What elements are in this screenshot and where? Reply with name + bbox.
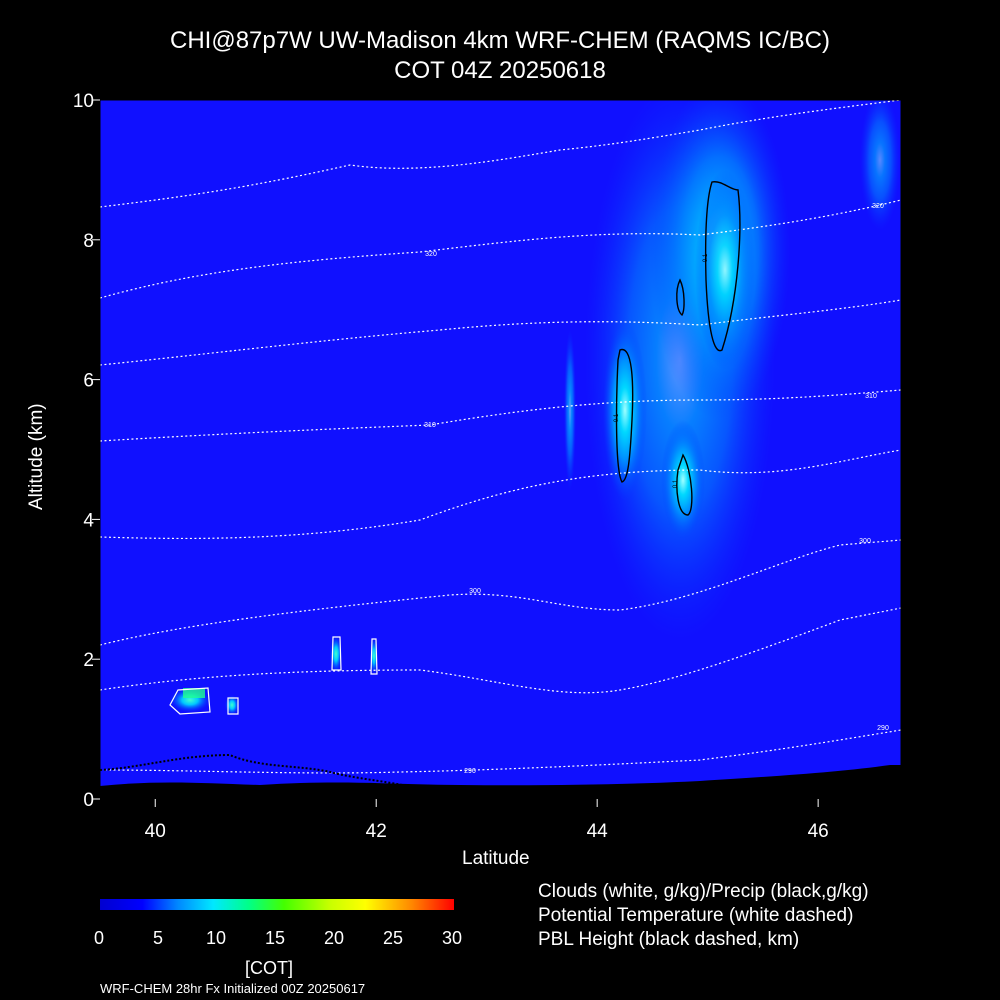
x-tick-label: 42 [366,821,387,842]
y-tick-label: 0 [83,790,94,811]
colorbar-tick-label: 5 [153,928,164,948]
x-tick-label: 44 [587,821,609,842]
precip-contour-label: 0.1 [673,479,679,488]
theta-contour-label: 300 [469,588,481,595]
colorbar-tick-label: 30 [442,928,463,948]
theta-contour-label: 310 [424,422,436,429]
legend-entry-pbl: PBL Height (black dashed, km) [538,929,800,950]
footer-text: WRF-CHEM 28hr Fx Initialized 00Z 2025061… [100,981,366,996]
chart-title: CHI@87p7W UW-Madison 4km WRF-CHEM (RAQMS… [170,27,830,54]
x-tick-label: 40 [145,821,166,842]
y-axis-label: Altitude (km) [26,403,47,510]
colorbar-tick-label: 10 [206,928,227,948]
theta-contours [100,100,901,774]
colorbar-label: [COT] [245,958,293,978]
precip-contours [615,181,741,516]
chart-subtitle: COT 04Z 20250618 [394,57,606,84]
y-tick-label: 4 [83,510,94,531]
colorbar-tick-label: 25 [383,928,404,948]
pbl-height-line [100,753,421,791]
y-tick-label: 6 [83,371,94,392]
x-axis-label: Latitude [462,848,530,869]
y-tick-label: 8 [83,231,94,252]
theta-contour-label: 300 [859,538,871,545]
y-tick-label: 2 [83,650,94,671]
colorbar-tick-label: 0 [94,928,105,948]
cloud-contours [169,636,378,715]
y-tick-label: 10 [73,91,94,112]
legend-entry-theta: Potential Temperature (white dashed) [538,905,854,926]
theta-contour-label: 290 [464,768,476,775]
theta-contour-label: 320 [425,251,437,258]
colorbar [100,899,454,910]
theta-contour-label: 310 [865,393,877,400]
colorbar-tick-label: 20 [324,928,345,948]
colorbar-tick-label: 15 [265,928,286,948]
theta-contour-label: 290 [877,725,889,732]
theta-contour-label: 320 [872,203,884,210]
precip-contour-label: 0.1 [703,253,709,262]
terrain [100,765,901,799]
cot-field: 320 320 310 310 300 300 290 290 0.1 0.1 0.1 [100,100,901,799]
precip-contour-label: 0.1 [614,413,620,422]
legend-entry-clouds: Clouds (white, g/kg)/Precip (black,g/kg) [538,881,869,902]
x-tick-label: 46 [808,821,829,842]
